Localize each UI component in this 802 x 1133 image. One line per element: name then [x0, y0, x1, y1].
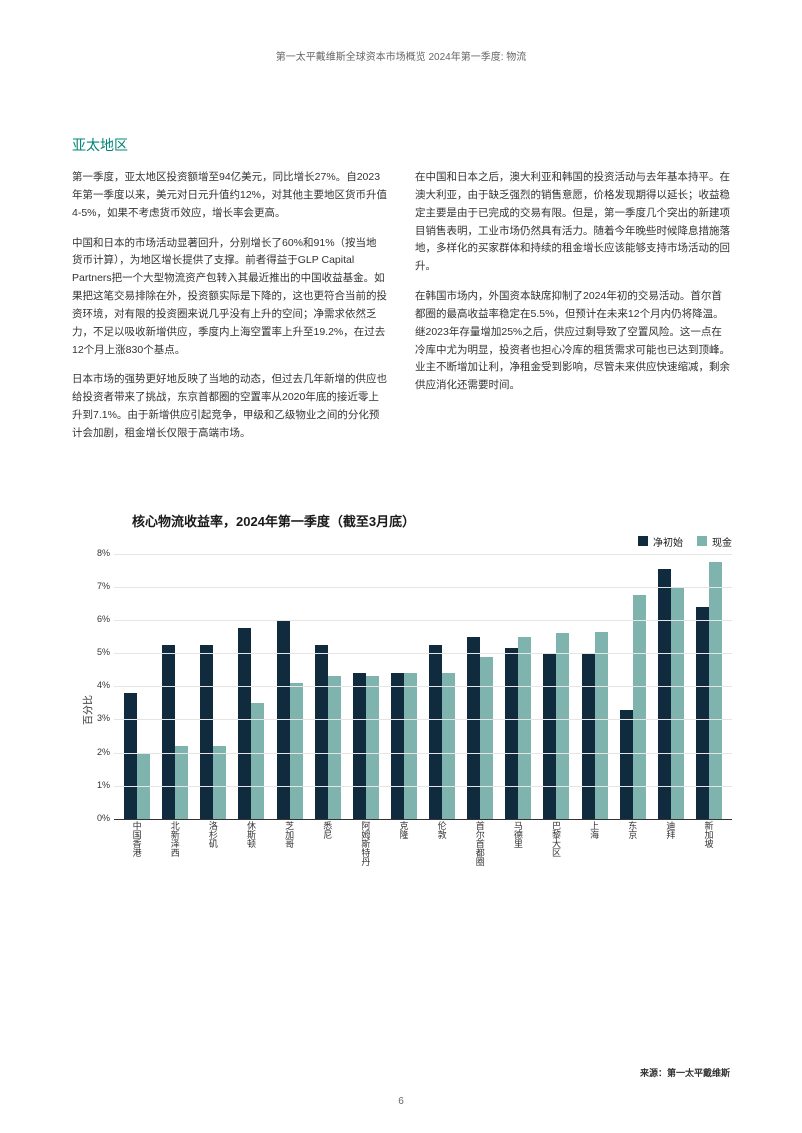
section-title: 亚太地区 [72, 135, 730, 155]
x-tick-label: 上海 [588, 821, 601, 875]
bar-cash [290, 683, 303, 819]
bar-net-initial [467, 637, 480, 819]
x-tick-label: 洛杉矶 [207, 821, 220, 875]
bar-net-initial [429, 645, 442, 819]
x-tick-label: 东京 [626, 821, 639, 875]
bar-net-initial [124, 693, 137, 819]
body-columns: 第一季度，亚太地区投资额增至94亿美元，同比增长27%。自2023年第一季度以来… [72, 169, 730, 455]
plot-area: 中国香港北新泽西洛杉矶休斯顿芝加哥悉尼阿姆斯特丹克隆伦敦首尔首都圈马德里巴黎大区… [114, 554, 732, 820]
bar-net-initial [315, 645, 328, 819]
bar-cash [404, 673, 417, 819]
gridline [114, 620, 732, 621]
gridline [114, 686, 732, 687]
legend-label: 净初始 [653, 534, 683, 549]
body-paragraph: 日本市场的强势更好地反映了当地的动态，但过去几年新增的供应也给投资者带来了挑战，… [72, 371, 387, 442]
gridline [114, 554, 732, 555]
bar-cash [556, 633, 569, 819]
bar-net-initial [505, 648, 518, 819]
bar-cash [213, 746, 226, 819]
legend-label: 现金 [712, 534, 732, 549]
legend-swatch [638, 536, 648, 546]
gridline [114, 653, 732, 654]
y-tick-label: 3% [84, 713, 110, 723]
x-tick-label: 伦敦 [436, 821, 449, 875]
y-tick-label: 8% [84, 548, 110, 558]
legend-item: 现金 [697, 534, 732, 549]
bar-net-initial [200, 645, 213, 819]
left-column: 第一季度，亚太地区投资额增至94亿美元，同比增长27%。自2023年第一季度以来… [72, 169, 387, 455]
y-tick-label: 0% [84, 813, 110, 823]
legend-item: 净初始 [638, 534, 683, 549]
x-tick-label: 阿姆斯特丹 [359, 821, 372, 875]
x-tick-label: 新加坡 [702, 821, 715, 875]
bar-net-initial [582, 653, 595, 819]
x-tick-label: 克隆 [397, 821, 410, 875]
bar-net-initial [162, 645, 175, 819]
y-tick-label: 1% [84, 780, 110, 790]
x-tick-label: 马德里 [512, 821, 525, 875]
bar-cash [709, 562, 722, 819]
bar-cash [518, 637, 531, 819]
bar-net-initial [353, 673, 366, 819]
bar-net-initial [543, 653, 556, 819]
chart-legend: 净初始 现金 [638, 534, 732, 549]
y-tick-label: 2% [84, 747, 110, 757]
bar-cash [175, 746, 188, 819]
chart-source: 来源：第一太平戴维斯 [640, 1066, 730, 1079]
body-paragraph: 在韩国市场内，外国资本缺席抑制了2024年初的交易活动。首尔首都圈的最高收益率稳… [415, 288, 730, 395]
x-tick-label: 首尔首都圈 [474, 821, 487, 875]
bar-net-initial [620, 710, 633, 819]
x-tick-label: 悉尼 [321, 821, 334, 875]
bar-cash [595, 632, 608, 819]
y-tick-label: 4% [84, 680, 110, 690]
bar-net-initial [696, 607, 709, 819]
x-tick-label: 芝加哥 [283, 821, 296, 875]
y-tick-label: 6% [84, 614, 110, 624]
body-paragraph: 中国和日本的市场活动显著回升，分别增长了60%和91%（按当地货币计算），为地区… [72, 235, 387, 360]
chart-title: 核心物流收益率，2024年第一季度（截至3月底） [132, 511, 730, 530]
bar-net-initial [391, 673, 404, 819]
legend-swatch [697, 536, 707, 546]
page-number: 6 [0, 1096, 802, 1107]
body-paragraph: 第一季度，亚太地区投资额增至94亿美元，同比增长27%。自2023年第一季度以来… [72, 169, 387, 223]
x-tick-label: 北新泽西 [169, 821, 182, 875]
x-tick-label: 休斯顿 [245, 821, 258, 875]
bar-cash [328, 676, 341, 818]
x-tick-label: 迪拜 [664, 821, 677, 875]
x-tick-label: 中国香港 [131, 821, 144, 875]
y-tick-label: 5% [84, 647, 110, 657]
right-column: 在中国和日本之后，澳大利亚和韩国的投资活动与去年基本持平。在澳大利亚，由于缺乏强… [415, 169, 730, 455]
x-tick-label: 巴黎大区 [550, 821, 563, 875]
bar-cash [366, 676, 379, 818]
bar-cash [671, 587, 684, 819]
page-header: 第一太平戴维斯全球资本市场概览 2024年第一季度: 物流 [72, 48, 730, 63]
gridline [114, 587, 732, 588]
bar-cash [480, 657, 493, 819]
gridline [114, 719, 732, 720]
y-tick-label: 7% [84, 581, 110, 591]
yield-chart: 净初始现金 百分比 中国香港北新泽西洛杉矶休斯顿芝加哥悉尼阿姆斯特丹克隆伦敦首尔… [72, 540, 732, 880]
gridline [114, 753, 732, 754]
bar-net-initial [238, 628, 251, 818]
body-paragraph: 在中国和日本之后，澳大利亚和韩国的投资活动与去年基本持平。在澳大利亚，由于缺乏强… [415, 169, 730, 276]
gridline [114, 786, 732, 787]
bar-cash [442, 673, 455, 819]
bar-net-initial [658, 569, 671, 819]
